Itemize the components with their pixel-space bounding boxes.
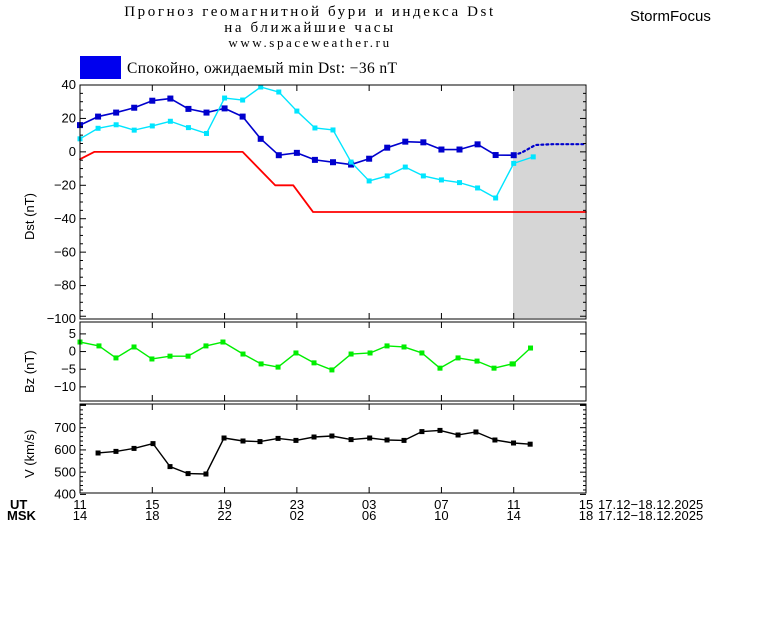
svg-text:700: 700 <box>54 420 76 435</box>
svg-text:−5: −5 <box>61 361 76 376</box>
svg-text:−10: −10 <box>54 379 76 394</box>
svg-text:0: 0 <box>69 144 76 159</box>
svg-text:−80: −80 <box>54 278 76 293</box>
svg-text:400: 400 <box>54 487 76 502</box>
svg-text:−100: −100 <box>47 311 76 326</box>
svg-text:20: 20 <box>62 111 76 126</box>
svg-text:0: 0 <box>69 344 76 359</box>
svg-text:−20: −20 <box>54 177 76 192</box>
svg-text:500: 500 <box>54 464 76 479</box>
svg-text:5: 5 <box>69 326 76 341</box>
svg-text:600: 600 <box>54 442 76 457</box>
svg-text:−60: −60 <box>54 244 76 259</box>
svg-text:−40: −40 <box>54 211 76 226</box>
svg-text:40: 40 <box>62 77 76 92</box>
